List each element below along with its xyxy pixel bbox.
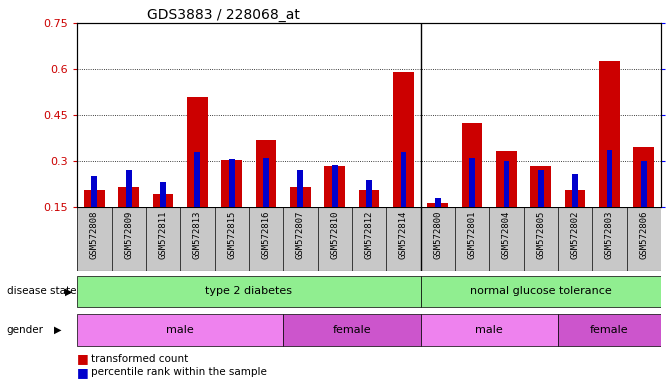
Bar <box>297 170 303 207</box>
Bar <box>324 166 345 207</box>
Text: GSM572805: GSM572805 <box>536 210 546 259</box>
Text: type 2 diabetes: type 2 diabetes <box>205 286 293 296</box>
Bar <box>565 190 585 207</box>
Text: GSM572810: GSM572810 <box>330 210 340 259</box>
Text: GSM572802: GSM572802 <box>570 210 580 259</box>
Bar <box>359 190 379 207</box>
Bar <box>256 140 276 207</box>
Bar <box>84 190 105 207</box>
Bar <box>435 198 441 207</box>
Bar <box>332 165 338 207</box>
Bar <box>125 170 132 207</box>
Text: GSM572811: GSM572811 <box>158 210 168 259</box>
Text: GSM572815: GSM572815 <box>227 210 236 259</box>
Text: GSM572804: GSM572804 <box>502 210 511 259</box>
Bar <box>118 187 139 207</box>
FancyBboxPatch shape <box>421 314 558 346</box>
Text: GSM572814: GSM572814 <box>399 210 408 259</box>
Bar <box>366 180 372 207</box>
Text: ▶: ▶ <box>65 286 73 296</box>
Bar <box>503 161 509 207</box>
FancyBboxPatch shape <box>558 314 661 346</box>
Text: GSM572806: GSM572806 <box>639 210 648 259</box>
Text: GSM572801: GSM572801 <box>468 210 476 259</box>
Bar <box>469 157 475 207</box>
Text: transformed count: transformed count <box>91 354 188 364</box>
Bar <box>599 61 620 207</box>
Text: disease state: disease state <box>7 286 76 296</box>
Bar <box>641 161 647 207</box>
Bar <box>229 159 235 207</box>
Bar <box>462 123 482 207</box>
Bar <box>91 176 97 207</box>
Bar <box>427 204 448 207</box>
Text: male: male <box>475 325 503 335</box>
Bar <box>401 152 406 207</box>
Text: GSM572809: GSM572809 <box>124 210 133 259</box>
Bar <box>496 151 517 207</box>
Bar <box>153 194 173 207</box>
Text: percentile rank within the sample: percentile rank within the sample <box>91 367 266 377</box>
Text: GDS3883 / 228068_at: GDS3883 / 228068_at <box>147 8 300 22</box>
Bar <box>263 157 269 207</box>
Text: male: male <box>166 325 194 335</box>
Text: GSM572816: GSM572816 <box>262 210 270 259</box>
Bar <box>160 182 166 207</box>
Bar <box>633 147 654 207</box>
FancyBboxPatch shape <box>421 276 661 307</box>
Text: normal glucose tolerance: normal glucose tolerance <box>470 286 612 296</box>
Text: GSM572808: GSM572808 <box>90 210 99 259</box>
Text: female: female <box>590 325 629 335</box>
Bar <box>607 150 613 207</box>
Text: GSM572807: GSM572807 <box>296 210 305 259</box>
Bar <box>221 160 242 207</box>
FancyBboxPatch shape <box>77 276 421 307</box>
Text: ▶: ▶ <box>54 325 62 335</box>
Bar <box>290 187 311 207</box>
Bar <box>572 174 578 207</box>
FancyBboxPatch shape <box>77 314 283 346</box>
Bar <box>531 166 551 207</box>
FancyBboxPatch shape <box>283 314 421 346</box>
Bar <box>538 170 544 207</box>
Text: gender: gender <box>7 325 44 335</box>
Bar <box>187 97 207 207</box>
Text: female: female <box>333 325 371 335</box>
Text: GSM572812: GSM572812 <box>364 210 374 259</box>
Text: GSM572803: GSM572803 <box>605 210 614 259</box>
Text: ■: ■ <box>77 366 89 379</box>
Text: GSM572800: GSM572800 <box>433 210 442 259</box>
Text: ■: ■ <box>77 353 89 366</box>
Bar <box>393 72 414 207</box>
Bar <box>195 152 200 207</box>
Text: GSM572813: GSM572813 <box>193 210 202 259</box>
